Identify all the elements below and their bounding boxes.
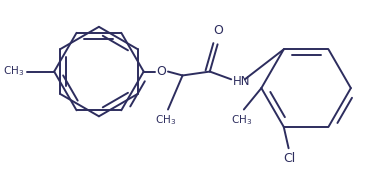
Text: O: O (156, 65, 166, 78)
Text: CH$_3$: CH$_3$ (155, 113, 177, 127)
Text: HN: HN (233, 75, 251, 88)
Text: O: O (214, 24, 223, 37)
Text: CH$_3$: CH$_3$ (3, 65, 24, 79)
Text: CH$_3$: CH$_3$ (231, 113, 253, 127)
Text: Cl: Cl (283, 152, 296, 165)
